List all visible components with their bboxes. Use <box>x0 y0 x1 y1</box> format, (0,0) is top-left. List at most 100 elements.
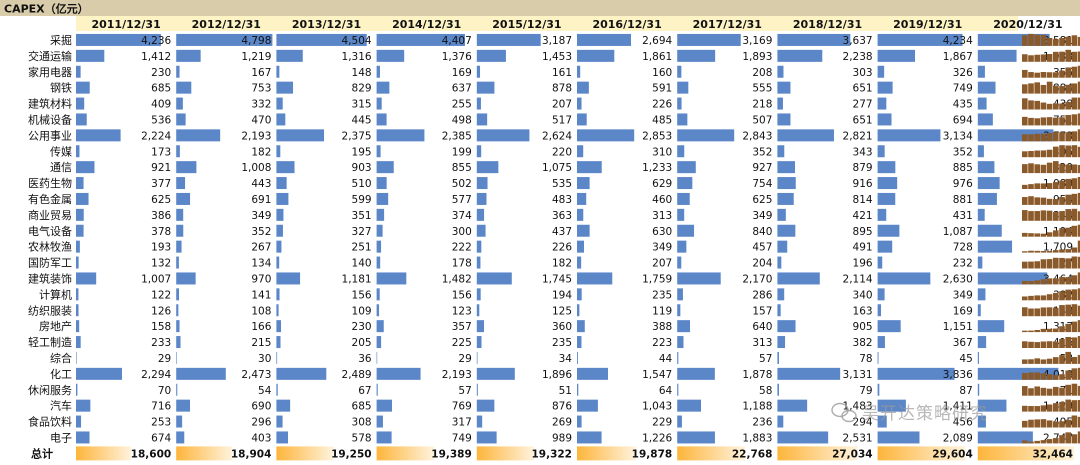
data-value: 156 <box>352 289 372 301</box>
sparkline-bar <box>1053 39 1059 46</box>
sparkline-bar <box>1071 304 1078 317</box>
sparkline-bar <box>1040 197 1047 205</box>
data-bar <box>777 288 785 301</box>
data-value: 829 <box>352 83 372 95</box>
sparkline-bar <box>1046 439 1053 444</box>
sparkline-bar <box>1028 72 1034 78</box>
data-bar <box>977 113 993 126</box>
data-value: 2,630 <box>943 273 973 285</box>
sparkline-bar <box>1034 308 1040 317</box>
data-value: 388 <box>652 321 672 333</box>
data-value: 269 <box>552 417 572 429</box>
data-value: 226 <box>652 99 672 111</box>
data-value: 57 <box>458 385 471 397</box>
data-value: 223 <box>652 337 672 349</box>
year-header: 2014/12/31 <box>392 18 461 31</box>
data-value: 1,188 <box>742 401 772 413</box>
data-value: 158 <box>151 321 171 333</box>
data-bar <box>476 431 497 444</box>
sparkline-bar <box>1053 292 1059 301</box>
sparkline-bar <box>1028 83 1034 94</box>
data-value: 470 <box>251 114 271 126</box>
data-bar <box>977 399 1007 412</box>
data-value: 4,236 <box>141 35 171 47</box>
data-value: 1,151 <box>943 321 973 333</box>
row-label: 传媒 <box>50 145 72 158</box>
data-bar <box>777 383 779 396</box>
data-bar <box>677 256 682 269</box>
sparkline-bar <box>1022 164 1028 174</box>
data-value: 1,482 <box>442 273 472 285</box>
data-value: 340 <box>853 289 873 301</box>
data-bar <box>977 351 979 364</box>
data-bar <box>476 240 482 253</box>
sparkline-bar <box>1040 307 1047 317</box>
data-value: 2,385 <box>442 130 472 142</box>
data-bar <box>176 256 179 269</box>
sparkline-bar <box>1071 51 1078 62</box>
data-bar <box>476 272 512 285</box>
sparkline-bar <box>1022 405 1028 412</box>
data-bar <box>677 177 693 190</box>
data-bar <box>777 256 782 269</box>
data-value: 230 <box>151 67 171 79</box>
data-bar <box>677 415 682 428</box>
data-bar <box>176 336 181 349</box>
data-bar <box>577 288 582 301</box>
data-bar <box>276 320 282 333</box>
data-bar <box>76 288 79 301</box>
data-bar <box>376 81 390 94</box>
sparkline-bar <box>1059 103 1065 110</box>
data-value: 313 <box>652 210 672 222</box>
sparkline-bar <box>1071 114 1078 126</box>
data-bar <box>376 240 382 253</box>
data-bar <box>376 192 389 205</box>
sparkline-bar <box>1046 251 1053 253</box>
data-bar <box>276 367 327 380</box>
data-bar <box>276 431 288 444</box>
year-header: 2016/12/31 <box>592 18 661 31</box>
data-value: 300 <box>452 226 472 238</box>
data-bar <box>276 383 278 396</box>
data-value: 286 <box>752 289 772 301</box>
data-value: 403 <box>251 432 271 444</box>
data-value: 351 <box>352 210 372 222</box>
sparkline-bar <box>1065 178 1071 189</box>
data-value: 207 <box>652 258 672 270</box>
sparkline-bar <box>1071 225 1078 237</box>
sparkline-bar <box>1034 358 1040 364</box>
sparkline-bar <box>1046 117 1053 126</box>
data-value: 1,008 <box>241 162 271 174</box>
data-bar <box>476 129 530 142</box>
data-bar <box>977 320 1005 333</box>
sparkline-bar <box>1077 431 1080 444</box>
data-bar <box>76 399 91 412</box>
data-value: 4,234 <box>943 35 973 47</box>
data-value: 2,294 <box>141 369 171 381</box>
data-value: 182 <box>552 258 572 270</box>
data-value: 591 <box>652 83 672 95</box>
data-bar <box>176 240 182 253</box>
sparkline-bar <box>1034 342 1040 348</box>
data-bar <box>476 97 481 110</box>
data-value: 182 <box>251 146 271 158</box>
sparkline-bar <box>1059 421 1065 428</box>
data-value: 1,453 <box>542 51 572 63</box>
sparkline-bar <box>1046 198 1053 205</box>
data-bar <box>777 367 841 380</box>
data-bar <box>777 113 791 126</box>
data-value: 435 <box>953 99 973 111</box>
sparkline-bar <box>1028 196 1034 205</box>
sparkline-bar <box>1065 384 1071 396</box>
row-label: 计算机 <box>39 287 72 301</box>
sparkline-bar <box>1040 150 1047 158</box>
sparkline-bar <box>1059 387 1065 396</box>
data-bar <box>276 65 280 78</box>
data-value: 630 <box>652 226 672 238</box>
sparkline-bar <box>1028 250 1034 253</box>
data-value: 2,473 <box>241 369 271 381</box>
sparkline-bar <box>1046 420 1053 428</box>
data-value: 599 <box>352 194 372 206</box>
sparkline-bar <box>1071 321 1078 333</box>
data-value: 140 <box>352 258 372 270</box>
